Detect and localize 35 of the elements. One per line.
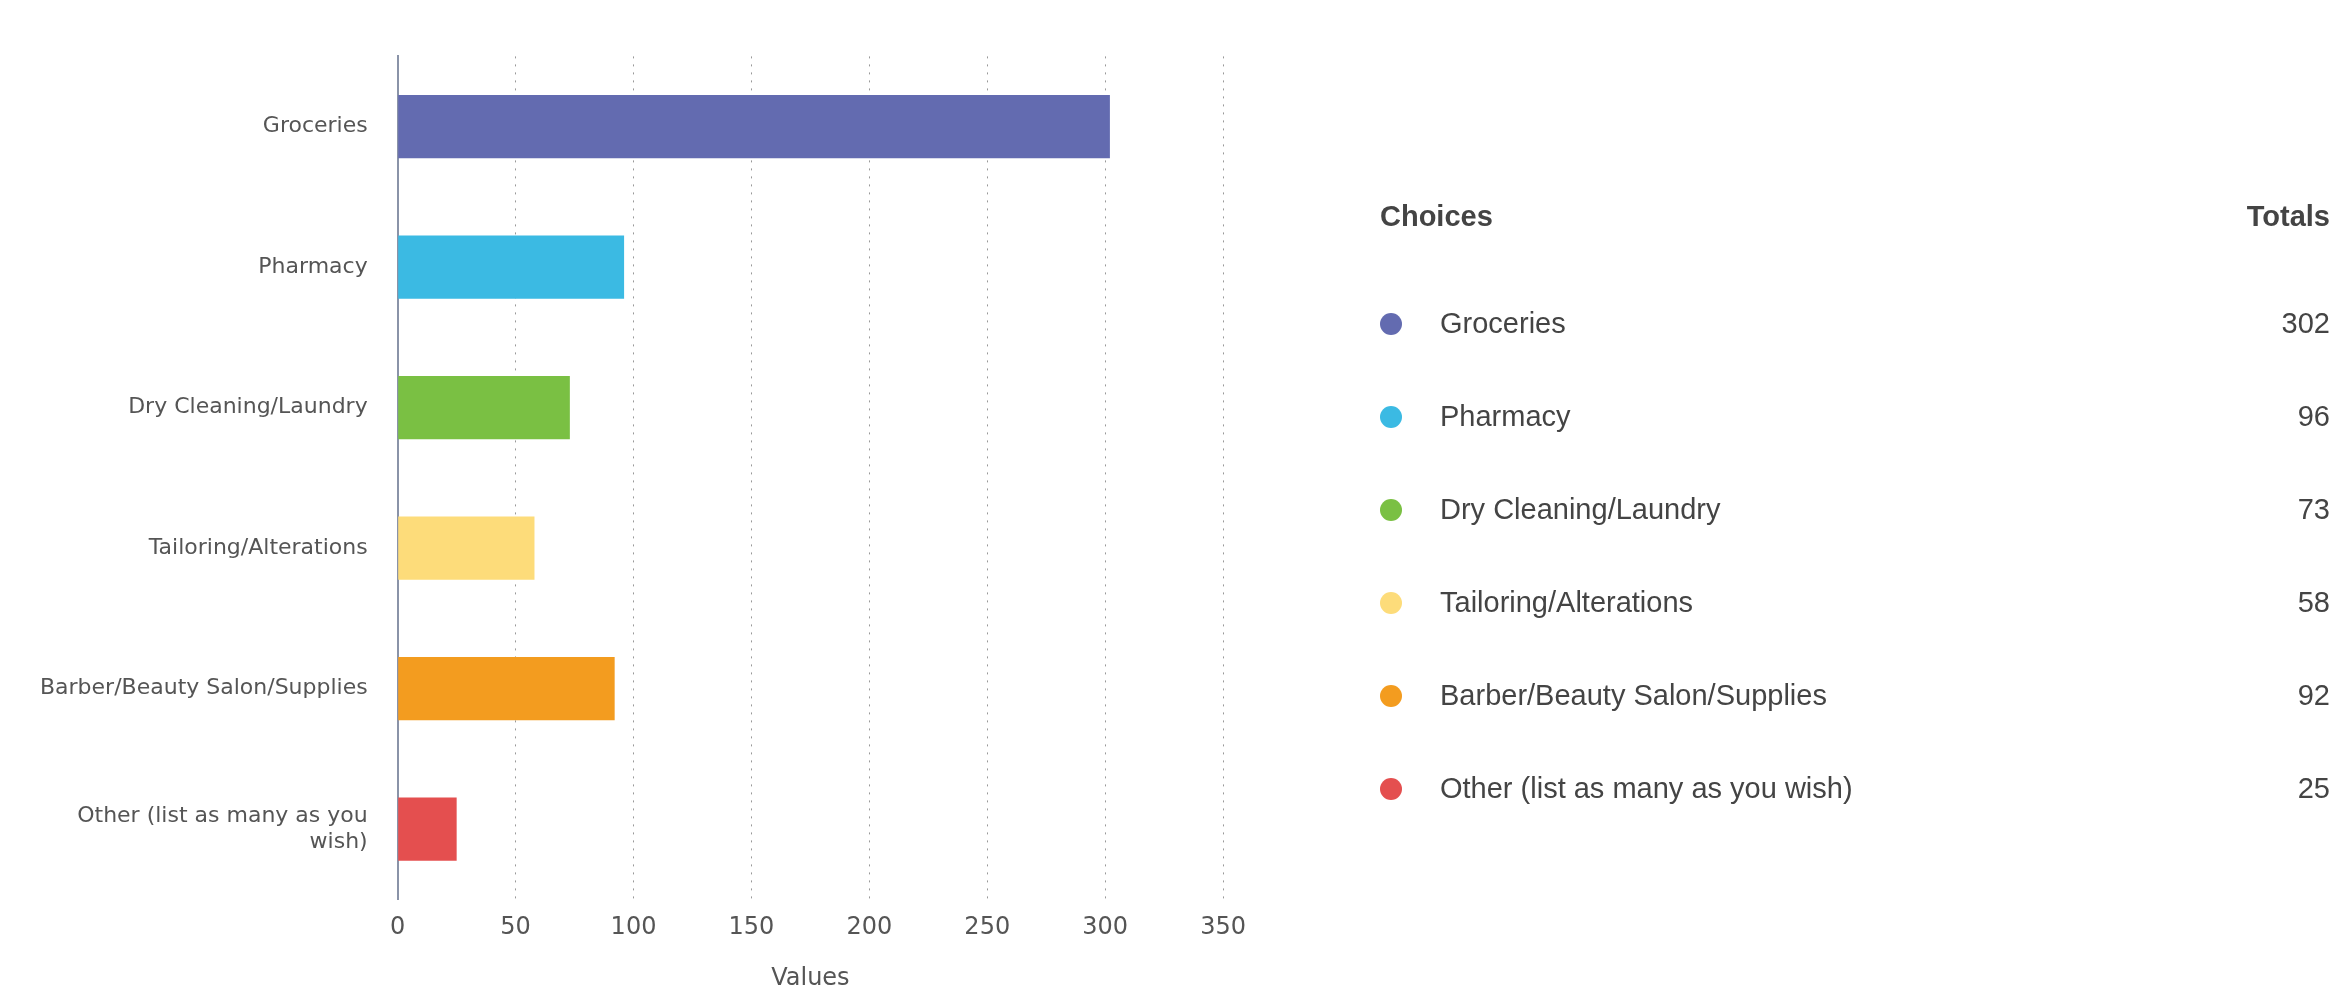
bar bbox=[398, 235, 625, 299]
data-label: 58 bbox=[2296, 586, 2330, 619]
x-tick-label: 50 bbox=[500, 912, 531, 941]
text: Choices bbox=[1380, 200, 1493, 233]
x-tick-label: 350 bbox=[1200, 912, 1246, 941]
y-tick-label: Groceries bbox=[262, 112, 368, 138]
bar bbox=[398, 657, 615, 721]
category-label: Barber/Beauty Salon/Supplies bbox=[1440, 679, 1828, 712]
category-label: Dry Cleaning/Laundry bbox=[1440, 493, 1722, 526]
x-tick-label: 0 bbox=[390, 912, 406, 941]
x-tick-label: 200 bbox=[846, 912, 893, 941]
bar bbox=[398, 95, 1110, 159]
bar bbox=[398, 376, 570, 440]
x-tick-label: 300 bbox=[1082, 912, 1129, 941]
data-label: 73 bbox=[2296, 493, 2330, 526]
y-tick-label: Pharmacy bbox=[258, 252, 368, 278]
x-tick-label: 100 bbox=[610, 912, 657, 941]
text: Totals bbox=[2246, 200, 2330, 233]
bar bbox=[398, 516, 535, 580]
y-tick-label: Tailoring/Alterations bbox=[147, 533, 368, 559]
y-tick-label: Other (list as many as you wish) bbox=[77, 801, 368, 854]
data-label: 96 bbox=[2296, 400, 2330, 433]
x-tick-label: 250 bbox=[964, 912, 1011, 941]
category-label: Tailoring/Alterations bbox=[1440, 586, 1695, 619]
x-axis-title: Values bbox=[771, 962, 850, 991]
category-label: Other (list as many as you wish) bbox=[1440, 772, 1854, 805]
category-label: Groceries bbox=[1440, 307, 1567, 340]
y-tick-label: Dry Cleaning/Laundry bbox=[128, 393, 368, 419]
x-tick-label: 150 bbox=[728, 912, 775, 941]
data-label: 302 bbox=[2280, 307, 2330, 340]
bar bbox=[398, 797, 457, 861]
y-tick-label: Barber/Beauty Salon/Supplies bbox=[40, 674, 368, 700]
data-label: 25 bbox=[2296, 772, 2330, 805]
data-label: 92 bbox=[2296, 679, 2330, 712]
category-label: Pharmacy bbox=[1440, 400, 1572, 433]
